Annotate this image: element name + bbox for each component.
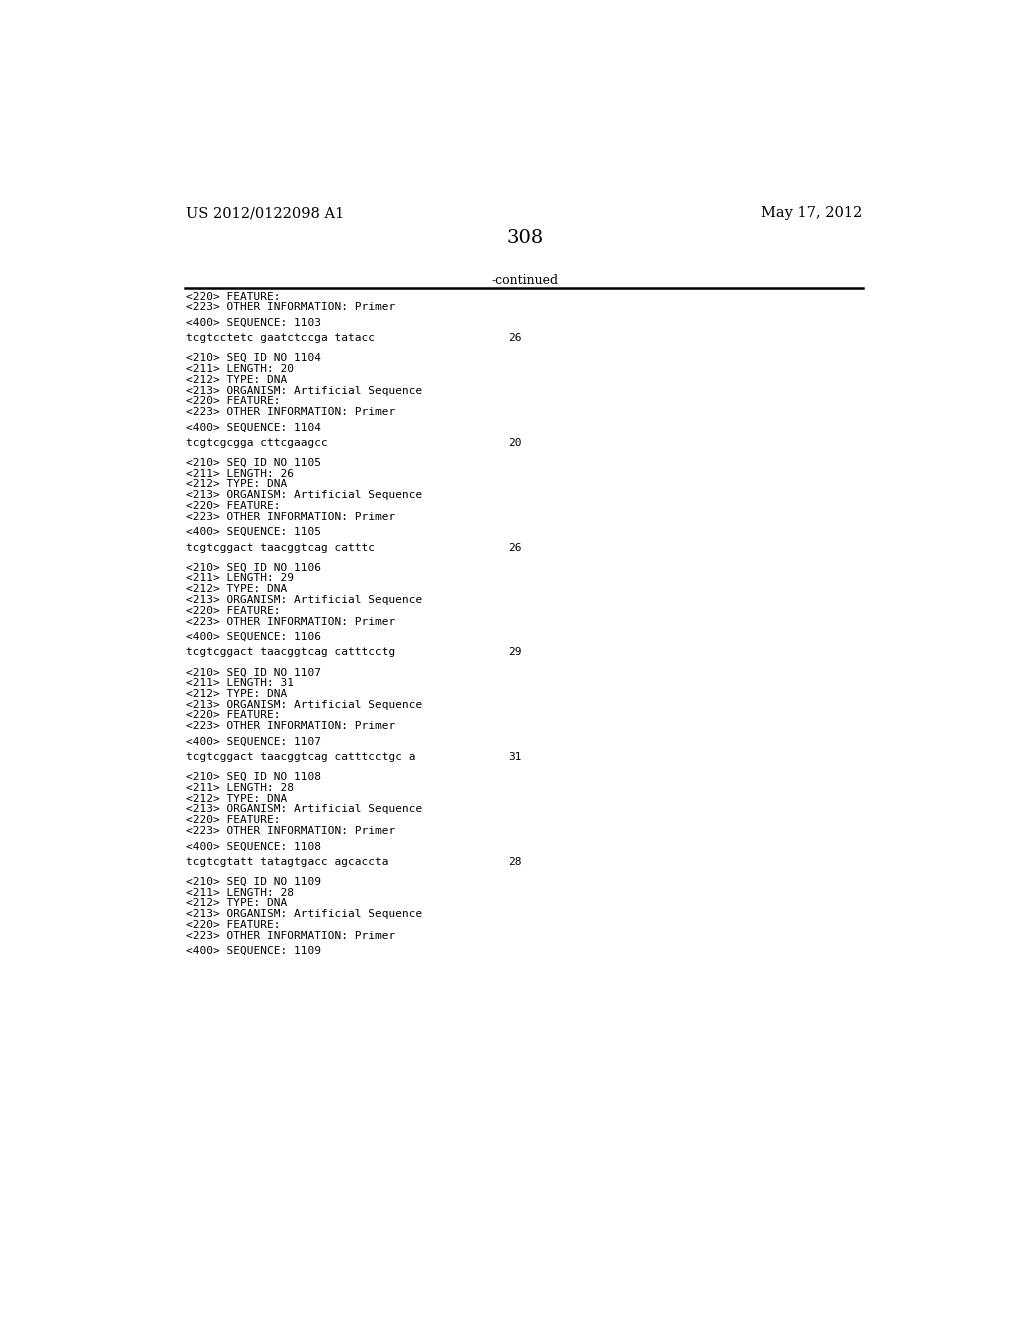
Text: <223> OTHER INFORMATION: Primer: <223> OTHER INFORMATION: Primer xyxy=(186,826,395,836)
Text: <213> ORGANISM: Artificial Sequence: <213> ORGANISM: Artificial Sequence xyxy=(186,385,422,396)
Text: <211> LENGTH: 20: <211> LENGTH: 20 xyxy=(186,364,294,374)
Text: <211> LENGTH: 28: <211> LENGTH: 28 xyxy=(186,887,294,898)
Text: <220> FEATURE:: <220> FEATURE: xyxy=(186,710,281,721)
Text: <220> FEATURE:: <220> FEATURE: xyxy=(186,920,281,929)
Text: <220> FEATURE:: <220> FEATURE: xyxy=(186,502,281,511)
Text: <210> SEQ ID NO 1106: <210> SEQ ID NO 1106 xyxy=(186,562,322,573)
Text: <213> ORGANISM: Artificial Sequence: <213> ORGANISM: Artificial Sequence xyxy=(186,804,422,814)
Text: <220> FEATURE:: <220> FEATURE: xyxy=(186,396,281,407)
Text: <212> TYPE: DNA: <212> TYPE: DNA xyxy=(186,899,288,908)
Text: tcgtcggact taacggtcag catttcctgc a: tcgtcggact taacggtcag catttcctgc a xyxy=(186,752,416,762)
Text: 28: 28 xyxy=(508,857,521,867)
Text: <211> LENGTH: 31: <211> LENGTH: 31 xyxy=(186,678,294,688)
Text: -continued: -continued xyxy=(492,275,558,286)
Text: <400> SEQUENCE: 1103: <400> SEQUENCE: 1103 xyxy=(186,318,322,327)
Text: <400> SEQUENCE: 1105: <400> SEQUENCE: 1105 xyxy=(186,527,322,537)
Text: 26: 26 xyxy=(508,543,521,553)
Text: <211> LENGTH: 28: <211> LENGTH: 28 xyxy=(186,783,294,793)
Text: <223> OTHER INFORMATION: Primer: <223> OTHER INFORMATION: Primer xyxy=(186,302,395,313)
Text: <210> SEQ ID NO 1108: <210> SEQ ID NO 1108 xyxy=(186,772,322,781)
Text: <223> OTHER INFORMATION: Primer: <223> OTHER INFORMATION: Primer xyxy=(186,512,395,521)
Text: <210> SEQ ID NO 1107: <210> SEQ ID NO 1107 xyxy=(186,668,322,677)
Text: <400> SEQUENCE: 1104: <400> SEQUENCE: 1104 xyxy=(186,422,322,433)
Text: <213> ORGANISM: Artificial Sequence: <213> ORGANISM: Artificial Sequence xyxy=(186,700,422,710)
Text: <213> ORGANISM: Artificial Sequence: <213> ORGANISM: Artificial Sequence xyxy=(186,595,422,605)
Text: <400> SEQUENCE: 1109: <400> SEQUENCE: 1109 xyxy=(186,946,322,956)
Text: May 17, 2012: May 17, 2012 xyxy=(762,206,862,220)
Text: <223> OTHER INFORMATION: Primer: <223> OTHER INFORMATION: Primer xyxy=(186,407,395,417)
Text: tcgtcggact taacggtcag catttcctg: tcgtcggact taacggtcag catttcctg xyxy=(186,647,395,657)
Text: 308: 308 xyxy=(506,230,544,247)
Text: <220> FEATURE:: <220> FEATURE: xyxy=(186,606,281,615)
Text: <400> SEQUENCE: 1107: <400> SEQUENCE: 1107 xyxy=(186,737,322,747)
Text: 31: 31 xyxy=(508,752,521,762)
Text: <211> LENGTH: 29: <211> LENGTH: 29 xyxy=(186,573,294,583)
Text: <212> TYPE: DNA: <212> TYPE: DNA xyxy=(186,585,288,594)
Text: <223> OTHER INFORMATION: Primer: <223> OTHER INFORMATION: Primer xyxy=(186,931,395,941)
Text: <223> OTHER INFORMATION: Primer: <223> OTHER INFORMATION: Primer xyxy=(186,721,395,731)
Text: US 2012/0122098 A1: US 2012/0122098 A1 xyxy=(186,206,344,220)
Text: 29: 29 xyxy=(508,647,521,657)
Text: tcgtcgcgga cttcgaagcc: tcgtcgcgga cttcgaagcc xyxy=(186,438,328,447)
Text: tcgtcgtatt tatagtgacc agcaccta: tcgtcgtatt tatagtgacc agcaccta xyxy=(186,857,389,867)
Text: <220> FEATURE:: <220> FEATURE: xyxy=(186,816,281,825)
Text: tcgtcggact taacggtcag catttc: tcgtcggact taacggtcag catttc xyxy=(186,543,375,553)
Text: <400> SEQUENCE: 1108: <400> SEQUENCE: 1108 xyxy=(186,841,322,851)
Text: 20: 20 xyxy=(508,438,521,447)
Text: <223> OTHER INFORMATION: Primer: <223> OTHER INFORMATION: Primer xyxy=(186,616,395,627)
Text: <400> SEQUENCE: 1106: <400> SEQUENCE: 1106 xyxy=(186,632,322,642)
Text: <211> LENGTH: 26: <211> LENGTH: 26 xyxy=(186,469,294,479)
Text: <210> SEQ ID NO 1109: <210> SEQ ID NO 1109 xyxy=(186,876,322,887)
Text: <220> FEATURE:: <220> FEATURE: xyxy=(186,292,281,301)
Text: <212> TYPE: DNA: <212> TYPE: DNA xyxy=(186,375,288,384)
Text: <210> SEQ ID NO 1104: <210> SEQ ID NO 1104 xyxy=(186,354,322,363)
Text: <213> ORGANISM: Artificial Sequence: <213> ORGANISM: Artificial Sequence xyxy=(186,490,422,500)
Text: <210> SEQ ID NO 1105: <210> SEQ ID NO 1105 xyxy=(186,458,322,467)
Text: 26: 26 xyxy=(508,333,521,343)
Text: <212> TYPE: DNA: <212> TYPE: DNA xyxy=(186,479,288,490)
Text: <212> TYPE: DNA: <212> TYPE: DNA xyxy=(186,793,288,804)
Text: <212> TYPE: DNA: <212> TYPE: DNA xyxy=(186,689,288,698)
Text: <213> ORGANISM: Artificial Sequence: <213> ORGANISM: Artificial Sequence xyxy=(186,909,422,919)
Text: tcgtcctetc gaatctccga tatacc: tcgtcctetc gaatctccga tatacc xyxy=(186,333,375,343)
